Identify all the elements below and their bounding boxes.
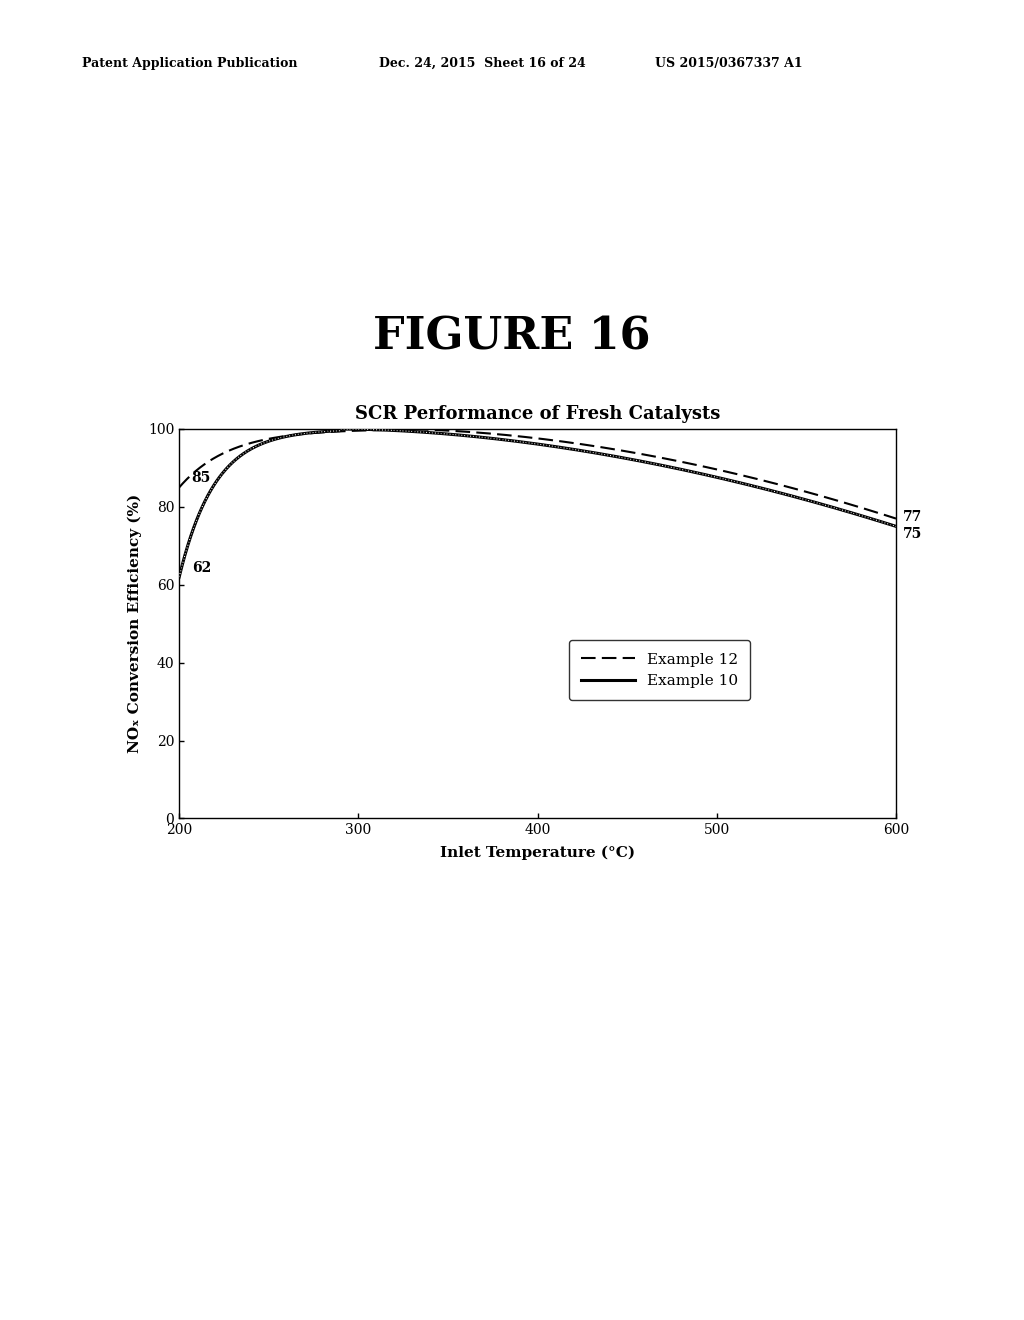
Example 12 bbox=[489, 426, 502, 442]
Example 12 bbox=[173, 479, 185, 495]
Example 12 bbox=[246, 434, 258, 450]
Example 12 bbox=[666, 451, 678, 467]
Text: 62: 62 bbox=[191, 561, 211, 576]
Example 12 bbox=[745, 470, 758, 486]
Text: 85: 85 bbox=[191, 471, 211, 486]
Example 10 bbox=[335, 421, 347, 437]
X-axis label: Inlet Temperature (°C): Inlet Temperature (°C) bbox=[440, 846, 635, 861]
Example 10 bbox=[733, 475, 745, 491]
Text: 77: 77 bbox=[903, 510, 923, 524]
Title: SCR Performance of Fresh Catalysts: SCR Performance of Fresh Catalysts bbox=[355, 405, 720, 424]
Text: Dec. 24, 2015  Sheet 16 of 24: Dec. 24, 2015 Sheet 16 of 24 bbox=[379, 57, 586, 70]
Example 10 bbox=[666, 459, 678, 475]
Example 10 bbox=[745, 478, 758, 494]
Y-axis label: NOₓ Conversion Efficiency (%): NOₓ Conversion Efficiency (%) bbox=[128, 494, 142, 754]
Example 10 bbox=[173, 569, 185, 585]
Line: Example 10: Example 10 bbox=[179, 429, 896, 577]
Example 10 bbox=[464, 428, 476, 444]
Example 12 bbox=[733, 467, 745, 483]
Example 10 bbox=[246, 441, 258, 457]
Example 10 bbox=[489, 430, 502, 446]
Legend: Example 12, Example 10: Example 12, Example 10 bbox=[568, 640, 751, 701]
Example 12 bbox=[464, 424, 476, 440]
Text: 75: 75 bbox=[903, 527, 923, 541]
Text: US 2015/0367337 A1: US 2015/0367337 A1 bbox=[655, 57, 803, 70]
Example 12 bbox=[388, 421, 400, 437]
Example 12 bbox=[890, 511, 902, 527]
Example 10 bbox=[890, 519, 902, 535]
Text: FIGURE 16: FIGURE 16 bbox=[374, 315, 650, 358]
Text: Patent Application Publication: Patent Application Publication bbox=[82, 57, 297, 70]
Line: Example 12: Example 12 bbox=[179, 429, 896, 519]
